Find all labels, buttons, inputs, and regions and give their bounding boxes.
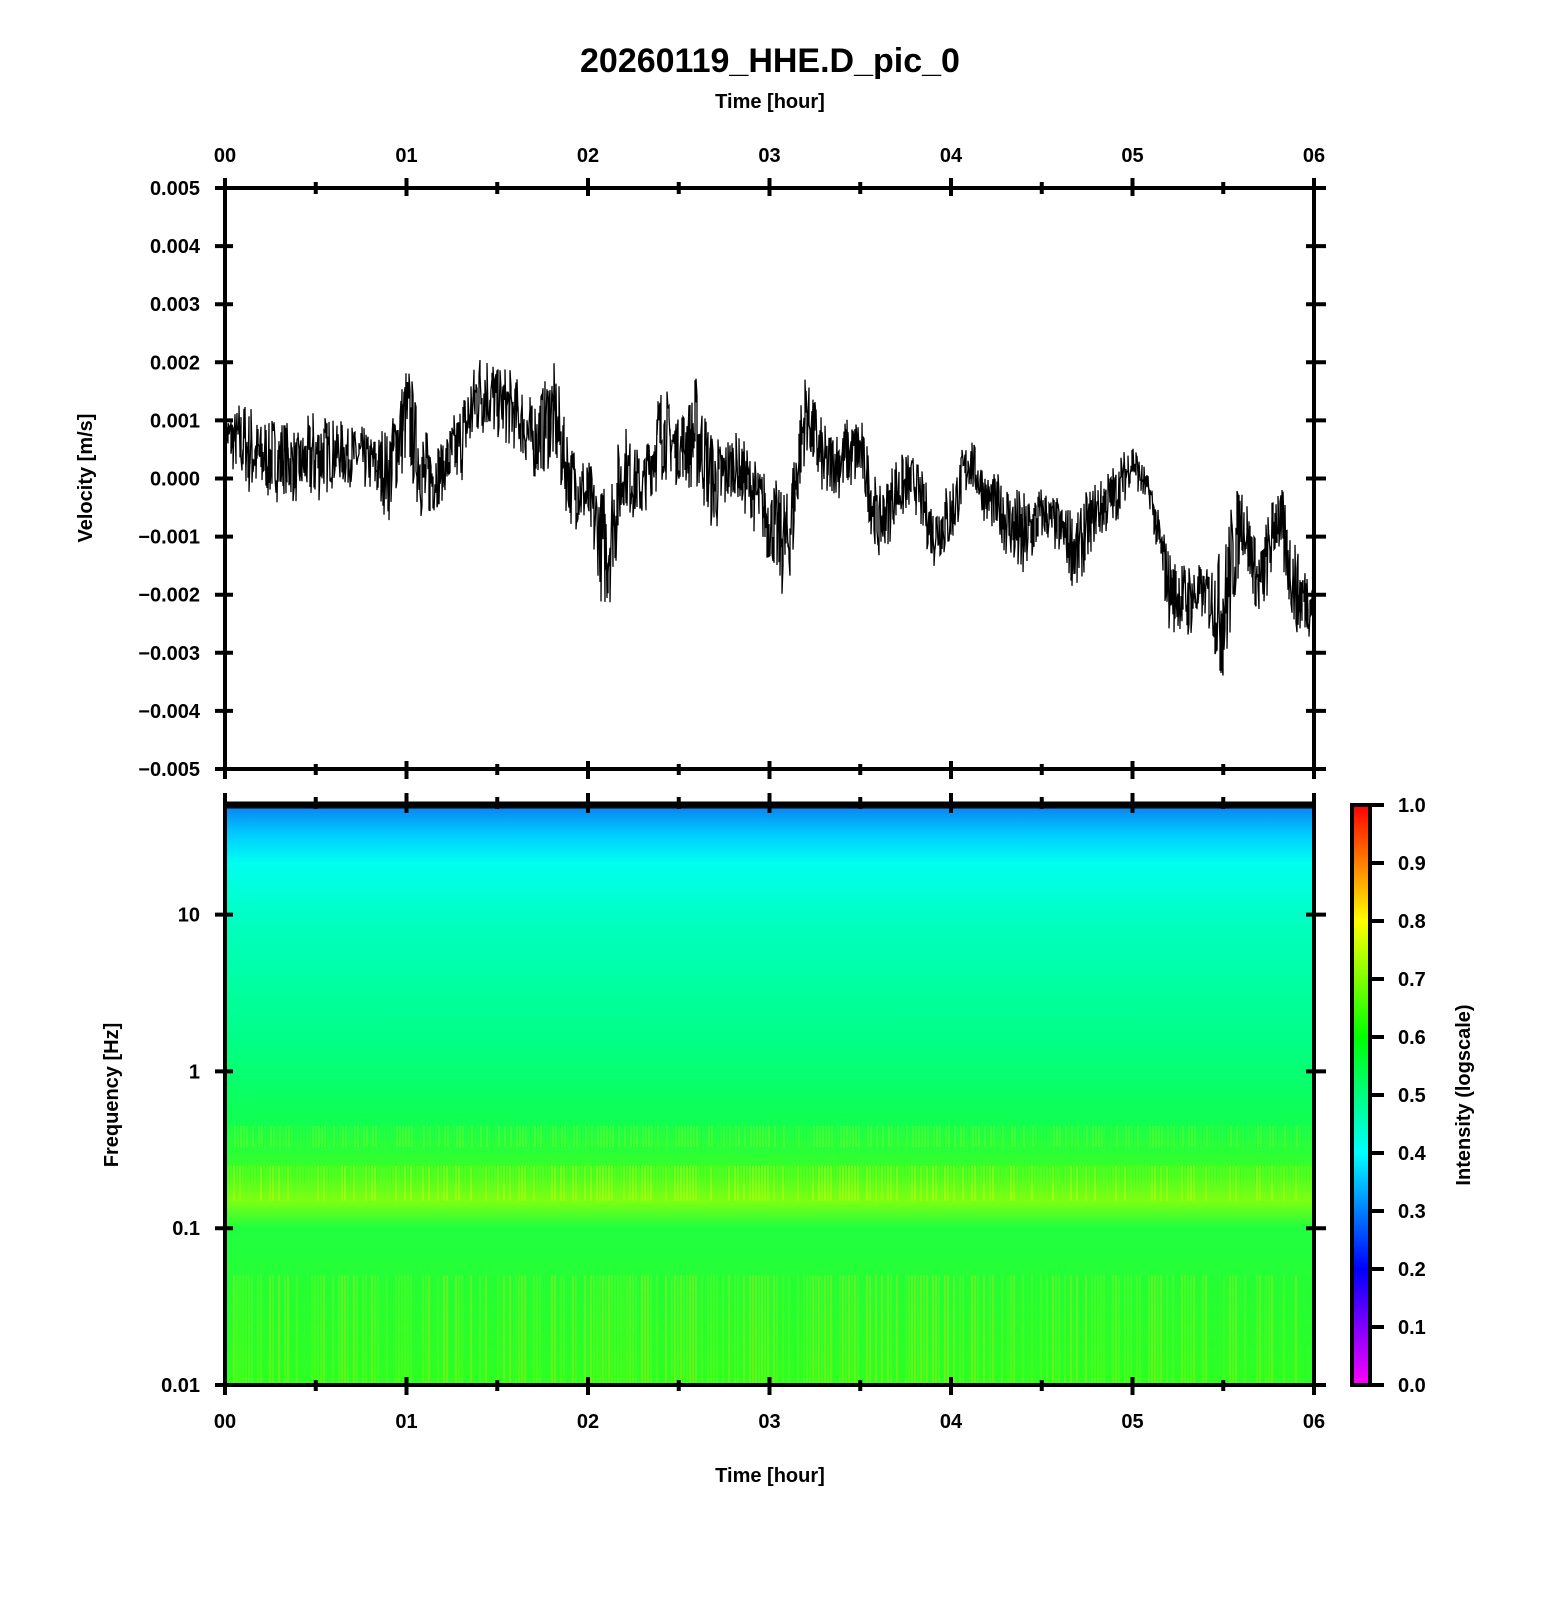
spectrogram-stripes <box>224 1125 1313 1385</box>
y-tick-label: 0.000 <box>150 469 200 491</box>
colorbar-tick-label: 0.2 <box>1398 1259 1426 1281</box>
spectrogram-axes: 00 01 02 03 04 05 06 10 1 0.1 0.01 <box>161 793 1326 1433</box>
y-tick-label: −0.002 <box>138 585 200 607</box>
y-axis-label-velocity: Velocity [m/s] <box>75 414 97 543</box>
colorbar-tick-label: 0.6 <box>1398 1027 1426 1049</box>
top-x-axis-label: Time [hour] <box>715 91 825 113</box>
colorbar-tick-label: 0.1 <box>1398 1317 1426 1339</box>
x-tick-label-bottom: 02 <box>577 1411 599 1433</box>
y-tick-label: 0.001 <box>150 410 200 432</box>
colorbar-axis: 1.0 0.9 0.8 0.7 0.6 0.5 0.4 0.3 0.2 0.1 0.0 <box>1368 795 1427 1397</box>
x-tick-label-top: 06 <box>1303 145 1325 167</box>
y-tick-label: −0.005 <box>138 759 200 781</box>
x-tick-label-top: 02 <box>577 145 599 167</box>
colorbar-tick-label: 0.3 <box>1398 1201 1426 1223</box>
y-tick-label: −0.004 <box>138 701 201 723</box>
colorbar-tick-label: 0.5 <box>1398 1085 1426 1107</box>
waveform-axes: 00 01 02 03 04 05 06 0.005 0.004 0.003 0.002 0.001 0… <box>138 145 1326 781</box>
y-tick-label: 0.003 <box>150 294 200 316</box>
colorbar-tick-label: 0.0 <box>1398 1375 1426 1397</box>
x-tick-label-top: 00 <box>214 145 236 167</box>
chart-title: 20260119_HHE.D_pic_0 <box>580 42 960 80</box>
y-axis-label-frequency: Frequency [Hz] <box>101 1023 123 1167</box>
y-tick-label: 0.004 <box>150 236 201 258</box>
x-tick-label-top: 01 <box>395 145 417 167</box>
colorbar-tick-label: 0.8 <box>1398 911 1426 933</box>
x-tick-label-bottom: 03 <box>758 1411 780 1433</box>
x-tick-label-bottom: 04 <box>940 1411 963 1433</box>
x-tick-label-bottom: 00 <box>214 1411 236 1433</box>
x-tick-label-top: 03 <box>758 145 780 167</box>
y-tick-label: −0.001 <box>138 527 200 549</box>
y-tick-label: −0.003 <box>138 643 200 665</box>
y-tick-label: 0.1 <box>172 1218 200 1240</box>
x-tick-label-top: 04 <box>940 145 963 167</box>
colorbar-tick-label: 0.9 <box>1398 853 1426 875</box>
colorbar-tick-label: 0.7 <box>1398 969 1426 991</box>
velocity-line <box>224 359 1315 676</box>
x-tick-label-bottom: 05 <box>1121 1411 1143 1433</box>
x-tick-label-bottom: 06 <box>1303 1411 1325 1433</box>
spectrogram-image <box>225 805 1314 1385</box>
bottom-x-axis-label: Time [hour] <box>715 1465 825 1487</box>
y-tick-label: 0.01 <box>161 1375 200 1397</box>
velocity-trace <box>224 359 1315 676</box>
colorbar <box>1350 803 1372 1387</box>
y-tick-label: 10 <box>178 905 200 927</box>
x-tick-label-top: 05 <box>1121 145 1143 167</box>
y-tick-label: 0.002 <box>150 352 200 374</box>
y-tick-label: 0.005 <box>150 178 200 200</box>
y-tick-label: 1 <box>189 1061 200 1083</box>
x-tick-label-bottom: 01 <box>395 1411 417 1433</box>
colorbar-tick-label: 0.4 <box>1398 1143 1427 1165</box>
colorbar-tick-label: 1.0 <box>1398 795 1426 817</box>
colorbar-label: Intensity (logscale) <box>1453 1004 1475 1185</box>
